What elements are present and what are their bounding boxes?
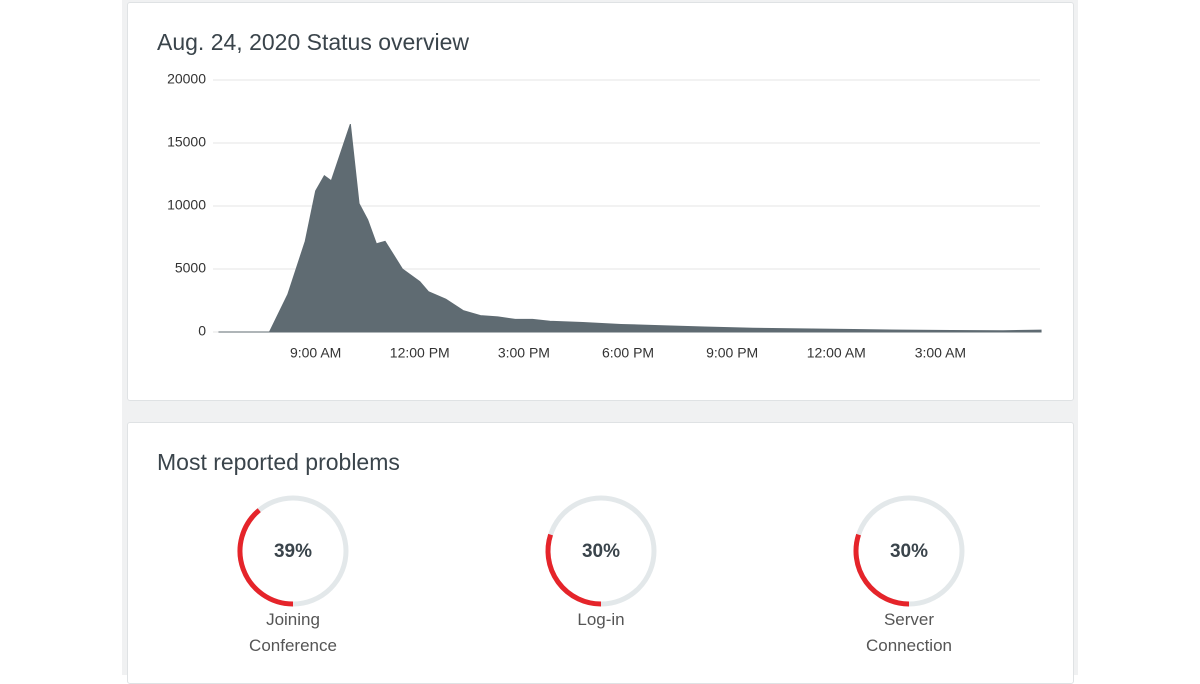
donut-value: 30% xyxy=(582,541,620,562)
problems-title: Most reported problems xyxy=(157,449,400,475)
x-tick-label: 3:00 PM xyxy=(498,345,550,361)
donut-value: 30% xyxy=(890,541,928,562)
y-tick-label: 0 xyxy=(198,323,206,339)
x-tick-label: 9:00 PM xyxy=(706,345,758,361)
donut-arc xyxy=(853,533,910,607)
x-tick-label: 3:00 AM xyxy=(915,345,966,361)
donut-arc xyxy=(545,533,602,607)
content-column xyxy=(122,0,1078,684)
y-tick-label: 10000 xyxy=(167,197,206,213)
x-tick-label: 12:00 PM xyxy=(390,345,450,361)
x-tick-label: 6:00 PM xyxy=(602,345,654,361)
x-tick-label: 9:00 AM xyxy=(290,345,341,361)
y-tick-label: 20000 xyxy=(167,71,206,87)
status-panel xyxy=(127,2,1074,401)
donut-value: 39% xyxy=(274,541,312,562)
y-tick-label: 5000 xyxy=(175,260,206,276)
problem-label: Log-in xyxy=(577,610,625,629)
area xyxy=(218,123,1042,333)
problem-label: Server Connection xyxy=(865,610,952,655)
y-tick-label: 15000 xyxy=(167,134,206,150)
x-tick-label: 12:00 AM xyxy=(807,345,866,361)
problem-label: Joining Conference xyxy=(249,610,337,655)
chart-title: Aug. 24, 2020 Status overview xyxy=(157,29,469,55)
donut-arc xyxy=(237,508,294,607)
